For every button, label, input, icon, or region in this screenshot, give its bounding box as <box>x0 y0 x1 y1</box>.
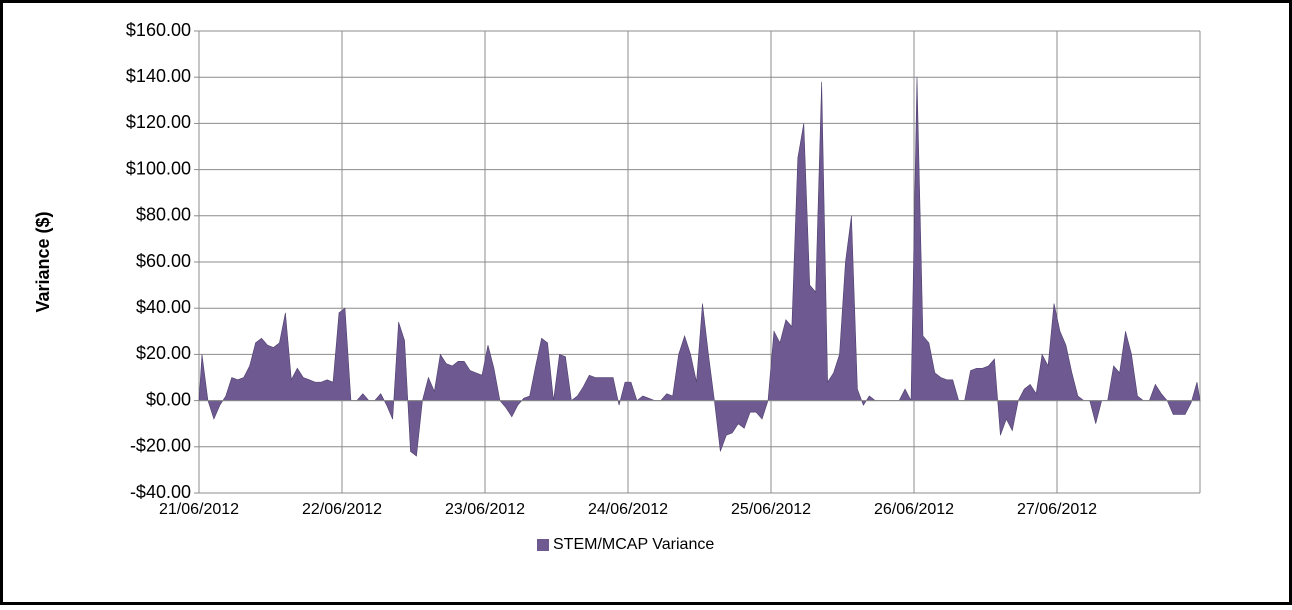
grid <box>194 30 1201 494</box>
legend-swatch <box>537 539 549 551</box>
y-tick-label: -$40.00 <box>130 482 191 502</box>
y-tick-label: $0.00 <box>146 389 191 409</box>
area <box>198 77 1201 457</box>
y-tick-label: $80.00 <box>136 205 191 225</box>
x-tick-label: 22/06/2012 <box>302 501 382 518</box>
legend-label: STEM/MCAP Variance <box>553 536 714 553</box>
y-tick-label: $20.00 <box>136 343 191 363</box>
y-axis-title: Variance ($) <box>33 211 53 312</box>
y-tick-label: $40.00 <box>136 297 191 317</box>
x-tick-label: 21/06/2012 <box>159 501 239 518</box>
y-tick-label: $100.00 <box>126 158 191 178</box>
x-tick-label: 27/06/2012 <box>1017 501 1097 518</box>
y-tick-label: $160.00 <box>126 20 191 40</box>
y-tick-label: $140.00 <box>126 66 191 86</box>
x-tick-label: 24/06/2012 <box>588 501 668 518</box>
labels: -$40.00 -$20.00 $0.00 $20.00 $40.00 $60.00 $80… <box>126 20 1097 553</box>
x-tick-label: 26/06/2012 <box>874 501 954 518</box>
y-tick-label: $120.00 <box>126 112 191 132</box>
x-tick-label: 23/06/2012 <box>445 501 525 518</box>
y-tick-label: $60.00 <box>136 251 191 271</box>
y-tick-label: -$20.00 <box>130 436 191 456</box>
plot-area <box>198 77 1201 457</box>
x-tick-label: 25/06/2012 <box>731 501 811 518</box>
